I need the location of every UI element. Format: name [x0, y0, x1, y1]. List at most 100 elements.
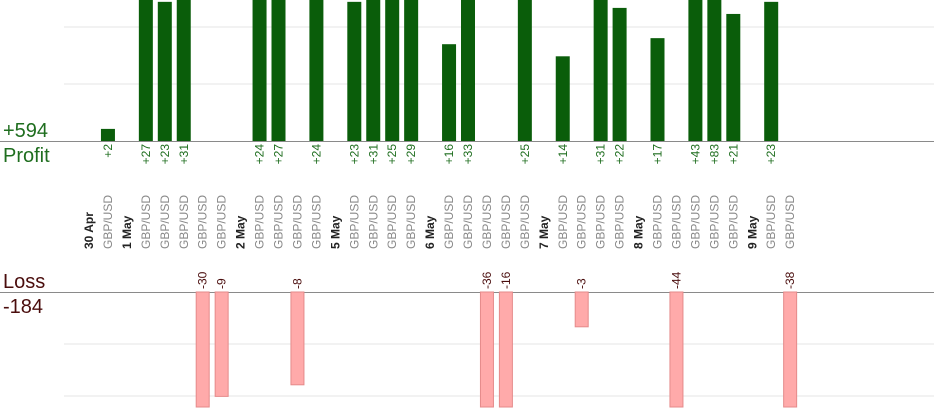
- pair-label: GBP/USD: [196, 195, 210, 249]
- profit-bar: [385, 0, 400, 141]
- profit-value-label: +24: [253, 144, 267, 165]
- loss-bar: [498, 291, 513, 408]
- pair-label: GBP/USD: [707, 195, 721, 249]
- profit-total: +594: [3, 120, 49, 142]
- pair-label: GBP/USD: [253, 195, 267, 249]
- pair-label: GBP/USD: [651, 195, 665, 249]
- date-label: 1 May: [120, 215, 134, 249]
- pair-label: GBP/USD: [575, 195, 589, 249]
- profit-bar: [100, 128, 115, 141]
- loss-bar: [783, 291, 798, 408]
- pair-label: GBP/USD: [613, 195, 627, 249]
- loss-value-label: -44: [669, 271, 683, 289]
- profit-bar: [309, 0, 324, 141]
- profit-value-label: +31: [594, 144, 608, 165]
- pair-label: GBP/USD: [215, 195, 229, 249]
- loss-bar: [290, 291, 305, 386]
- pair-label: GBP/USD: [404, 195, 418, 249]
- date-label: 7 May: [537, 215, 551, 249]
- pair-label: GBP/USD: [783, 195, 797, 249]
- profit-value-label: +25: [518, 144, 532, 165]
- pair-label: GBP/USD: [101, 195, 115, 249]
- loss-value-label: -8: [290, 278, 304, 289]
- profit-value-label: +29: [404, 144, 418, 165]
- pair-label: GBP/USD: [764, 195, 778, 249]
- loss-value-label: -16: [499, 271, 513, 289]
- profit-value-label: +21: [726, 144, 740, 165]
- profit-bar: [157, 1, 172, 141]
- profit-bar: [707, 0, 722, 141]
- pair-label: GBP/USD: [177, 195, 191, 249]
- profit-bar: [138, 0, 153, 141]
- loss-value-label: -30: [196, 271, 210, 289]
- loss-total: -184: [3, 296, 44, 318]
- loss-value-label: -38: [783, 271, 797, 289]
- pair-label: GBP/USD: [290, 195, 304, 249]
- profit-label: Profit: [3, 145, 50, 167]
- pair-label: GBP/USD: [139, 195, 153, 249]
- pair-label: GBP/USD: [272, 195, 286, 249]
- loss-bar: [669, 291, 684, 408]
- pair-label: GBP/USD: [518, 195, 532, 249]
- profit-value-label: +24: [309, 144, 323, 165]
- profit-value-label: +27: [272, 144, 286, 165]
- profit-value-label: +25: [385, 144, 399, 165]
- loss-bar: [479, 291, 494, 408]
- date-label: 5 May: [328, 215, 342, 249]
- profit-value-label: +22: [613, 144, 627, 165]
- date-label: 9 May: [745, 215, 759, 249]
- profit-bar: [517, 0, 532, 141]
- profit-value-label: +31: [177, 144, 191, 165]
- pair-label: GBP/USD: [461, 195, 475, 249]
- loss-bar: [574, 291, 589, 328]
- pair-label: GBP/USD: [385, 195, 399, 249]
- date-label: 8 May: [632, 215, 646, 249]
- pair-label: GBP/USD: [726, 195, 740, 249]
- pair-label: GBP/USD: [556, 195, 570, 249]
- loss-value-label: -9: [215, 278, 229, 289]
- profit-bar: [461, 0, 475, 141]
- pair-label: GBP/USD: [366, 195, 380, 249]
- date-label: 2 May: [234, 215, 248, 249]
- profit-bar: [442, 44, 457, 142]
- pair-label: GBP/USD: [594, 195, 608, 249]
- profit-bar: [688, 0, 703, 141]
- profit-bar: [271, 0, 286, 141]
- profit-bar: [555, 56, 570, 141]
- pair-label: GBP/USD: [688, 195, 702, 249]
- profit-bar: [593, 0, 608, 141]
- loss-bar: [195, 291, 210, 408]
- pair-label: GBP/USD: [347, 195, 361, 249]
- profit-value-label: +27: [139, 144, 153, 165]
- profit-value-label: +2: [101, 144, 115, 158]
- profit-bar: [366, 0, 381, 141]
- profit-value-label: +17: [651, 144, 665, 165]
- loss-value-label: -3: [575, 278, 589, 289]
- profit-value-label: +14: [556, 144, 570, 165]
- profit-value-label: +16: [442, 144, 456, 165]
- profit-bar: [176, 0, 191, 141]
- profit-bar: [612, 7, 627, 142]
- loss-label: Loss: [3, 271, 46, 293]
- profit-value-label: +33: [461, 144, 475, 165]
- profit-value-label: +31: [366, 144, 380, 165]
- profit-value-label: +23: [158, 144, 172, 165]
- profit-bar: [347, 1, 362, 141]
- loss-value-label: -36: [480, 271, 494, 289]
- pair-label: GBP/USD: [158, 195, 172, 249]
- profit-bar: [404, 0, 419, 141]
- pair-label: GBP/USD: [480, 195, 494, 249]
- profit-value-label: +83: [707, 144, 721, 165]
- pair-label: GBP/USD: [669, 195, 683, 249]
- profit-bar: [764, 1, 779, 141]
- date-label: 6 May: [423, 215, 437, 249]
- profit-bar: [726, 13, 741, 142]
- profit-value-label: +23: [347, 144, 361, 165]
- profit-value-label: +23: [764, 144, 778, 165]
- pair-label: GBP/USD: [309, 195, 323, 249]
- pair-label: GBP/USD: [499, 195, 513, 249]
- profit-value-label: +43: [688, 144, 702, 165]
- profit-bar: [650, 38, 665, 141]
